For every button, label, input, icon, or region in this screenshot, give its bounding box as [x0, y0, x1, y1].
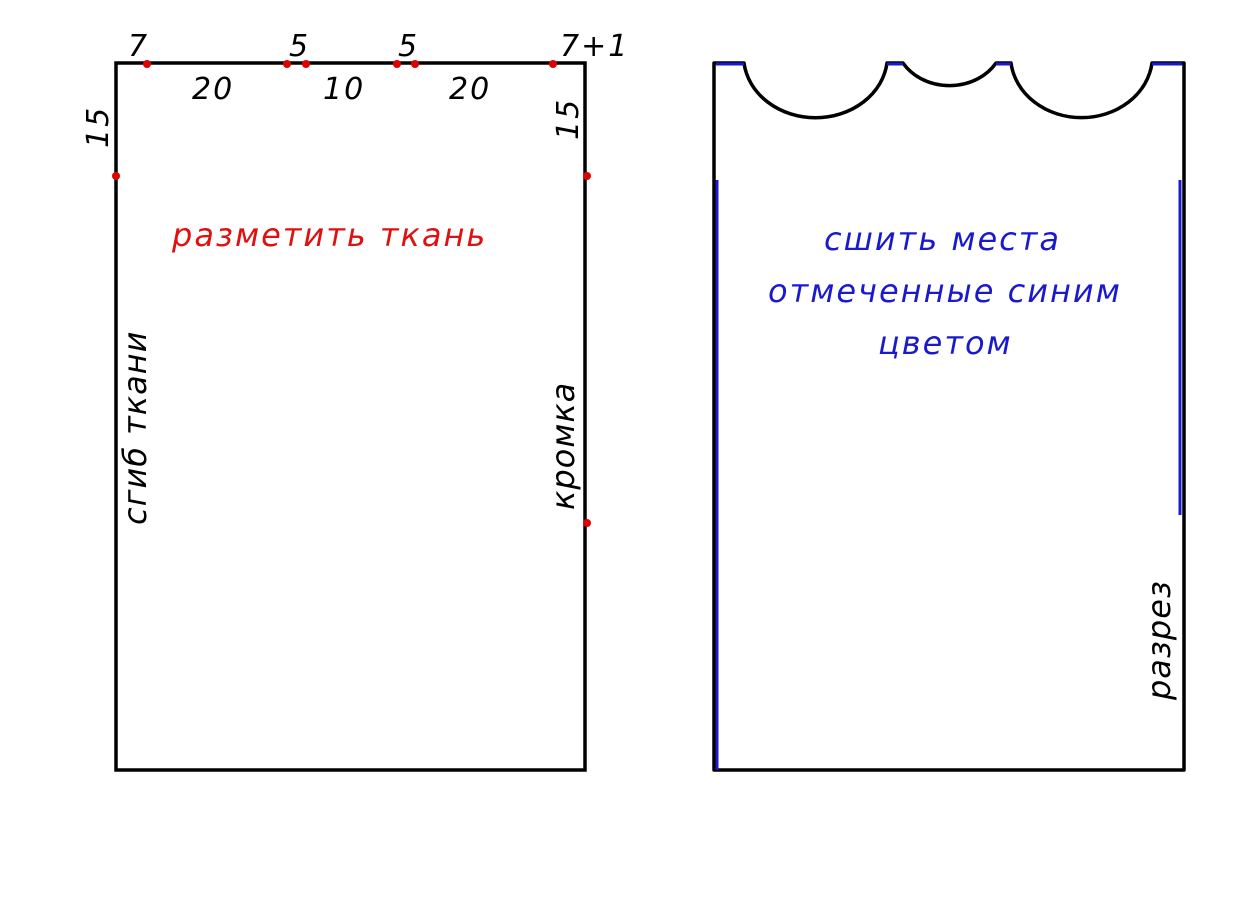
fabric-outline-left [114, 61, 587, 772]
segment-width-2: 10 [323, 72, 365, 107]
sew-instruction-line-2: отмеченные синим [768, 272, 1122, 310]
left-panel: 7 5 5 7+1 20 10 20 15 15 сгиб ткани кром… [81, 29, 629, 772]
right-panel: сшить места отмеченные синим цветом разр… [712, 61, 1186, 772]
fold-label: сгиб ткани [116, 331, 154, 525]
top-mark-2: 5 [289, 29, 310, 64]
top-mark-3: 5 [398, 29, 419, 64]
mark-dot [411, 60, 419, 68]
cut-label: разрез [1140, 580, 1178, 701]
left-depth-label: 15 [81, 106, 116, 148]
mark-dot [393, 60, 401, 68]
sew-instruction-line-1: сшить места [824, 220, 1061, 258]
top-mark-1: 7 [128, 29, 149, 64]
marking-instruction: разметить ткань [171, 216, 487, 254]
selvage-label: кромка [544, 382, 582, 510]
segment-width-3: 20 [449, 72, 491, 107]
right-depth-label: 15 [551, 98, 586, 140]
top-mark-4: 7+1 [560, 29, 629, 64]
seam-markings [715, 62, 1182, 770]
mark-dot [112, 172, 120, 180]
fabric-outline-right [712, 61, 1186, 772]
mark-dot [583, 172, 591, 180]
mark-dot [302, 60, 310, 68]
mark-dot [549, 60, 557, 68]
mark-dot [583, 519, 591, 527]
segment-width-1: 20 [192, 72, 234, 107]
sew-instruction-line-3: цветом [878, 324, 1013, 362]
mark-dot [283, 60, 291, 68]
mark-dot [143, 60, 151, 68]
marking-dots [112, 60, 591, 527]
